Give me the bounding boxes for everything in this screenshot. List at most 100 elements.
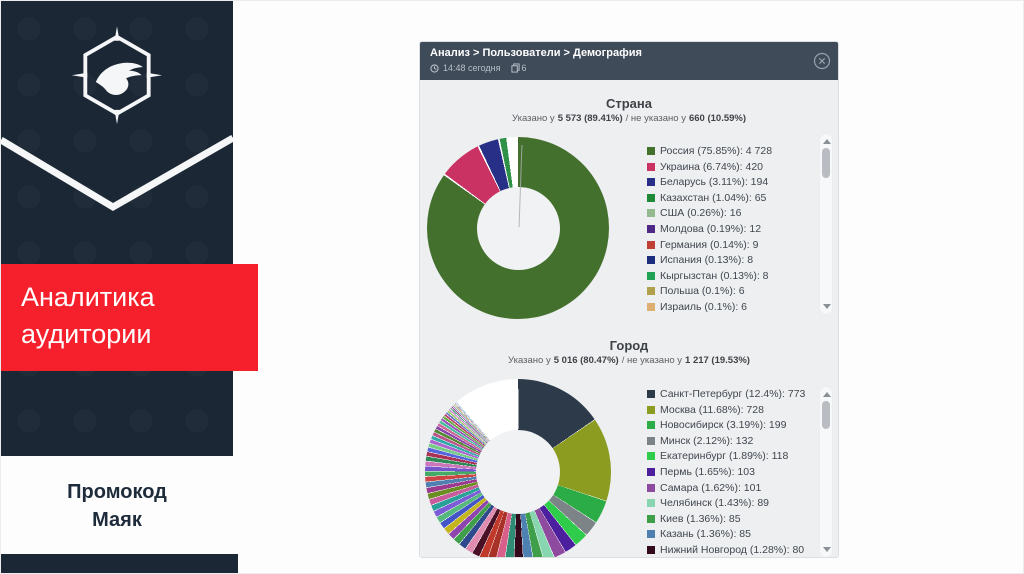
pages-icon — [510, 63, 520, 73]
leader-line — [518, 389, 519, 429]
legend-swatch — [647, 390, 655, 398]
legend-label: Израиль (0.1%): 6 — [660, 300, 748, 313]
legend-item[interactable]: Молдова (0.19%): 12 — [647, 223, 772, 239]
chart-title-city: Город — [609, 338, 649, 353]
legend-country-scrollbar[interactable] — [819, 133, 833, 315]
legend-item[interactable]: Казань (1.36%): 85 — [647, 528, 805, 544]
donut-hole — [476, 186, 560, 270]
legend-item[interactable]: Москва (11.68%): 728 — [647, 404, 805, 420]
breadcrumb[interactable]: Анализ > Пользователи > Демография — [430, 47, 642, 59]
close-icon[interactable] — [813, 52, 831, 70]
legend-label: Нижний Новгород (1.28%): 80 — [660, 543, 805, 556]
legend-swatch — [647, 452, 655, 461]
slide-title-band: Аналитика аудитории — [1, 264, 258, 371]
legend-item[interactable]: Новосибирск (3.19%): 199 — [647, 419, 805, 435]
legend-item[interactable]: Беларусь (3.11%): 194 — [647, 176, 772, 192]
legend-item[interactable]: Испания (0.13%): 8 — [647, 254, 772, 270]
legend-item[interactable]: США (0.26%): 16 — [647, 207, 772, 223]
legend-label: Украина (6.74%): 420 — [660, 160, 764, 173]
legend-label: Польша (0.1%): 6 — [660, 285, 745, 298]
legend-swatch — [647, 287, 655, 296]
specified-count: 5 016 (80.47%) — [553, 355, 619, 366]
subtitle-text: Указано у — [511, 113, 555, 124]
chart-title-country: Страна — [605, 96, 652, 111]
subtitle-text: / не указано у — [621, 355, 683, 366]
chart-subtitle-country: Указано у 5 573 (89.41%) / не указано у … — [420, 113, 838, 124]
legend-swatch — [647, 467, 655, 476]
legend-swatch — [647, 256, 655, 265]
report-time: 14:48 сегодня — [443, 63, 501, 73]
card-header: Анализ > Пользователи > Демография 14:48… — [420, 42, 838, 80]
legend-label: Челябинск (1.43%): 89 — [660, 497, 770, 510]
legend-label: Минск (2.12%): 132 — [660, 434, 754, 447]
promo-text: Промокод Маяк — [1, 478, 233, 534]
legend-city: Санкт-Петербург (12.4%): 773 Москва (11.6… — [647, 388, 805, 557]
legend-item[interactable]: Германия (0.14%): 9 — [647, 239, 772, 255]
legend-swatch — [647, 240, 655, 249]
legend-label: Россия (75.85%): 4 728 — [660, 145, 773, 157]
legend-item[interactable]: Израиль (0.1%): 6 — [647, 301, 772, 317]
clock-icon — [430, 63, 439, 73]
legend-item[interactable]: Пермь (1.65%): 103 — [647, 466, 805, 482]
specified-count: 5 573 (89.41%) — [557, 113, 623, 124]
brand-panel: Аналитика аудитории — [1, 1, 258, 456]
legend-item[interactable]: Киев (1.36%): 85 — [647, 513, 805, 529]
chevron-decoration-icon — [1, 135, 233, 212]
unspecified-count: 660 (10.59%) — [688, 113, 747, 124]
legend-label: Екатеринбург (1.89%): 118 — [660, 450, 789, 463]
unspecified-count: 1 217 (19.53%) — [685, 355, 750, 366]
legend-swatch — [647, 530, 655, 539]
legend-item[interactable]: Россия (75.85%): 4 728 — [647, 145, 772, 161]
donut-hole — [476, 430, 560, 514]
legend-item[interactable]: Кыргызстан (0.13%): 8 — [647, 270, 772, 286]
subtitle-text: Указано у — [508, 355, 551, 366]
legend-item[interactable]: Челябинск (1.43%): 89 — [647, 497, 805, 513]
legend-item[interactable]: Украина (6.74%): 420 — [647, 161, 772, 177]
bottom-bar — [1, 554, 238, 573]
legend-item[interactable]: Казахстан (1.04%): 65 — [647, 192, 772, 208]
legend-label: Пермь (1.65%): 103 — [660, 465, 755, 478]
legend-swatch — [647, 147, 655, 155]
legend-item[interactable]: Минск (2.12%): 132 — [647, 435, 805, 451]
scroll-down-icon[interactable] — [823, 547, 831, 552]
legend-swatch — [647, 162, 655, 171]
legend-swatch — [647, 545, 655, 554]
slide-title-line2: аудитории — [21, 319, 152, 349]
legend-label: Казань (1.36%): 85 — [660, 528, 751, 541]
legend-swatch — [647, 178, 655, 187]
legend-swatch — [647, 436, 655, 445]
scroll-up-icon[interactable] — [823, 139, 831, 144]
legend-item[interactable]: Польша (0.1%): 6 — [647, 285, 772, 301]
promo-line1: Промокод — [67, 481, 167, 503]
legend-swatch — [647, 302, 655, 311]
eagle-logo-icon — [71, 26, 163, 125]
scroll-up-icon[interactable] — [823, 392, 831, 397]
legend-label: Санкт-Петербург (12.4%): 773 — [660, 388, 806, 400]
header-meta: 14:48 сегодня 6 — [430, 63, 527, 73]
legend-label: Киев (1.36%): 85 — [660, 512, 741, 525]
legend-city-scrollbar[interactable] — [819, 386, 833, 557]
legend-swatch — [647, 499, 655, 508]
legend-label: Молдова (0.19%): 12 — [660, 222, 762, 235]
legend-swatch — [647, 209, 655, 218]
legend-swatch — [647, 224, 655, 233]
scrollbar-thumb[interactable] — [822, 148, 830, 178]
slide-title-line1: Аналитика — [21, 282, 155, 312]
promo-line2: Маяк — [92, 509, 142, 531]
legend-country: Россия (75.85%): 4 728 Украина (6.74%): 4… — [647, 145, 772, 317]
legend-item[interactable]: Санкт-Петербург (12.4%): 773 — [647, 388, 805, 404]
legend-swatch — [647, 483, 655, 492]
legend-label: Самара (1.62%): 101 — [660, 481, 762, 494]
scrollbar-thumb[interactable] — [822, 401, 830, 429]
subtitle-text: / не указано у — [625, 113, 686, 124]
donut-chart-country[interactable] — [427, 137, 609, 319]
donut-chart-city[interactable] — [425, 379, 611, 557]
legend-label: Казахстан (1.04%): 65 — [660, 191, 767, 204]
pages-count: 6 — [521, 63, 527, 73]
legend-item[interactable]: Екатеринбург (1.89%): 118 — [647, 450, 805, 466]
legend-item[interactable]: Нижний Новгород (1.28%): 80 — [647, 543, 805, 557]
scroll-down-icon[interactable] — [823, 304, 831, 309]
legend-item[interactable]: Самара (1.62%): 101 — [647, 482, 805, 498]
legend-label: Новосибирск (3.19%): 199 — [660, 419, 787, 432]
